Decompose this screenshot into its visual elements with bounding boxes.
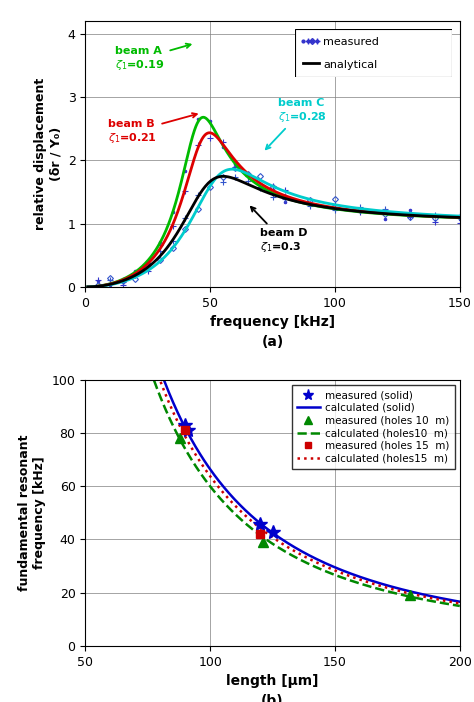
Y-axis label: fundamental resonant
frequency [kHz]: fundamental resonant frequency [kHz] [18, 435, 46, 591]
Text: beam A
$\zeta_1$=0.19: beam A $\zeta_1$=0.19 [115, 44, 191, 72]
Legend: measured (solid), calculated (solid), measured (holes 10  m), calculated (holes1: measured (solid), calculated (solid), me… [292, 385, 455, 469]
Y-axis label: relative displacement
(δr / Y₀): relative displacement (δr / Y₀) [34, 78, 62, 230]
Text: beam B
$\zeta_1$=0.21: beam B $\zeta_1$=0.21 [108, 113, 197, 145]
Text: (a): (a) [262, 335, 283, 349]
X-axis label: frequency [kHz]: frequency [kHz] [210, 315, 335, 329]
Text: beam D
$\zeta_1$=0.3: beam D $\zeta_1$=0.3 [251, 207, 308, 254]
Text: beam C
$\zeta_1$=0.28: beam C $\zeta_1$=0.28 [266, 98, 327, 150]
X-axis label: length [μm]: length [μm] [226, 674, 319, 688]
Text: (b): (b) [261, 694, 284, 702]
